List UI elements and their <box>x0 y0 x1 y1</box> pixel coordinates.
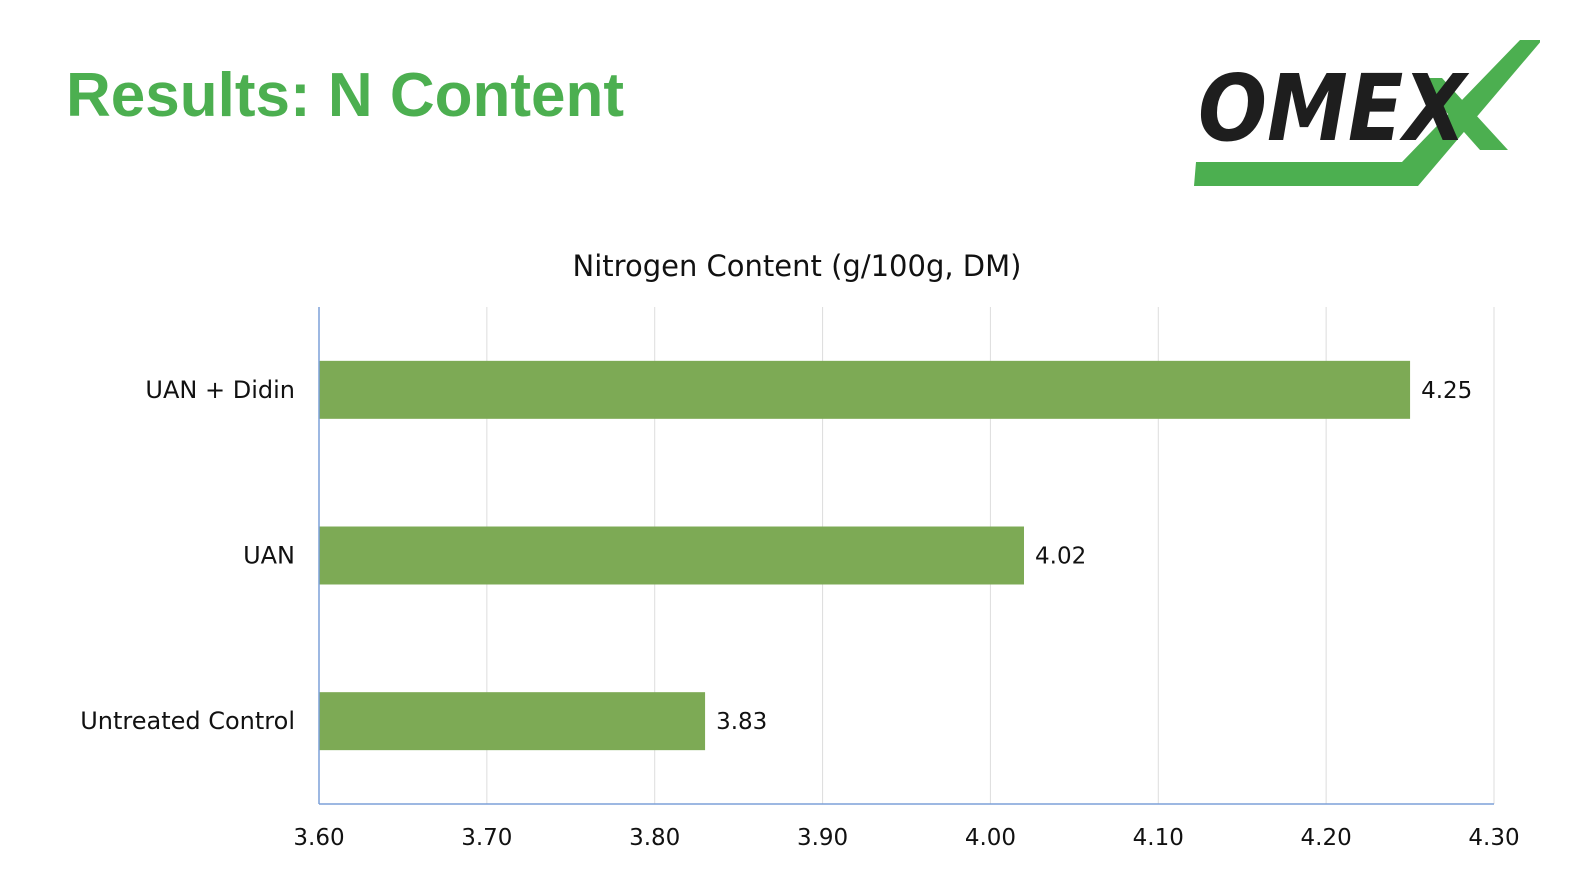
category-label: UAN + Didin <box>145 376 295 404</box>
logo-x-stroke <box>1416 78 1508 150</box>
data-label: 4.25 <box>1421 378 1472 404</box>
data-labels: 4.25 4.02 3.83 <box>716 378 1472 735</box>
x-tick-label: 3.80 <box>629 825 680 851</box>
x-tick-label: 4.20 <box>1301 825 1352 851</box>
chart-title: Nitrogen Content (g/100g, DM) <box>573 249 1022 283</box>
x-tick-label: 3.60 <box>293 825 344 851</box>
x-tick-label: 4.00 <box>965 825 1016 851</box>
slide-title: Results: N Content <box>66 61 624 130</box>
x-tick-label: 3.90 <box>797 825 848 851</box>
x-tick-labels: 3.60 3.70 3.80 3.90 4.00 4.10 4.20 4.30 <box>293 825 1519 851</box>
category-label: UAN <box>243 542 295 570</box>
logo-wordmark: OMEX <box>1198 55 1470 162</box>
category-labels: UAN + Didin UAN Untreated Control <box>80 376 295 735</box>
category-label: Untreated Control <box>80 707 295 735</box>
omex-logo: OMEX <box>1194 40 1540 186</box>
bar <box>319 360 1411 419</box>
x-tick-label: 4.10 <box>1133 825 1184 851</box>
x-tick-label: 4.30 <box>1468 825 1519 851</box>
bar <box>319 692 706 751</box>
bars <box>319 360 1411 751</box>
bar <box>319 526 1024 585</box>
x-tick-label: 3.70 <box>461 825 512 851</box>
data-label: 4.02 <box>1035 544 1086 570</box>
data-label: 3.83 <box>716 709 767 735</box>
